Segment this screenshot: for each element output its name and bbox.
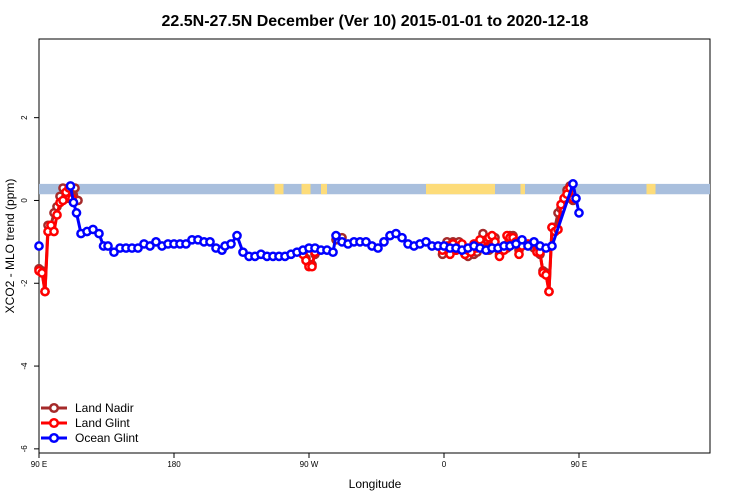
y-tick-label: -2 <box>20 279 29 287</box>
x-axis-label: Longitude <box>349 477 402 491</box>
land-segment <box>321 183 327 195</box>
ocean-glint-point <box>94 228 104 239</box>
ocean-strip <box>39 183 710 195</box>
legend-label: Ocean Glint <box>75 431 139 445</box>
ocean-glint-point <box>65 181 76 191</box>
x-tick-label: 180 <box>167 460 181 469</box>
land-segment <box>520 183 525 195</box>
land-glint-point <box>58 195 68 206</box>
ocean-glint-series <box>34 179 584 262</box>
land-glint-point <box>514 249 524 260</box>
ocean-glint-point <box>71 208 82 218</box>
legend-marker <box>48 417 60 429</box>
land-glint-line-segment <box>547 227 554 292</box>
ocean-glint-point <box>574 208 584 218</box>
ocean-glint-point <box>373 243 383 253</box>
y-tick-label: -4 <box>20 362 29 370</box>
land-glint-point <box>49 226 59 237</box>
ocean-glint-point <box>568 179 578 189</box>
legend-marker <box>48 432 60 444</box>
y-axis-label: XCO2 - MLO trend (ppm) <box>3 179 17 314</box>
ocean-glint-point <box>547 241 557 251</box>
land-segment <box>426 183 495 195</box>
land-segment <box>301 183 311 195</box>
land-segment <box>646 183 656 195</box>
land-glint-point <box>307 261 317 272</box>
ocean-glint-line-segment <box>550 183 575 247</box>
legend-label: Land Glint <box>75 416 130 430</box>
ocean-glint-point <box>571 193 581 204</box>
legend-item-land-nadir: Land Nadir <box>41 401 134 415</box>
land-glint-point <box>494 251 505 262</box>
ocean-glint-point <box>517 234 527 245</box>
series-layer <box>34 179 584 297</box>
x-tick-label: 0 <box>442 460 447 469</box>
y-tick-label: 0 <box>20 198 29 203</box>
land-glint-line-segment <box>43 231 50 292</box>
land-glint-point <box>40 286 50 297</box>
legend-item-ocean-glint: Ocean Glint <box>41 431 139 445</box>
ocean-glint-point <box>68 197 79 208</box>
ocean-glint-point <box>205 237 215 247</box>
x-tick-label: 90 W <box>300 460 319 469</box>
ocean-glint-point <box>379 237 389 247</box>
chart-title: 22.5N-27.5N December (Ver 10) 2015-01-01… <box>162 13 589 30</box>
x-axis: 90 E 180 90 W 0 90 E <box>31 453 587 469</box>
land-segment <box>274 183 284 195</box>
legend-item-land-glint: Land Glint <box>41 416 130 430</box>
ocean-glint-point <box>232 230 242 241</box>
ocean-glint-point <box>328 247 338 258</box>
ocean-glint-point <box>397 232 407 243</box>
land-glint-point <box>52 210 62 220</box>
y-tick-label: 2 <box>20 115 29 120</box>
land-glint-point <box>37 268 47 278</box>
ocean-glint-point <box>331 230 341 241</box>
ocean-glint-point <box>103 241 113 251</box>
land-glint-point <box>541 270 551 280</box>
legend-label: Land Nadir <box>75 401 134 415</box>
ocean-glint-point <box>226 239 236 249</box>
y-axis: 2 0 -2 -4 -6 <box>20 115 39 453</box>
land-glint-point <box>544 286 554 297</box>
x-tick-label: 90 E <box>571 460 587 469</box>
x-tick-label: 90 E <box>31 460 47 469</box>
land-mask-strip <box>39 183 710 195</box>
ocean-glint-point <box>34 241 44 251</box>
legend-marker <box>48 402 60 414</box>
y-tick-label: -6 <box>20 445 29 453</box>
